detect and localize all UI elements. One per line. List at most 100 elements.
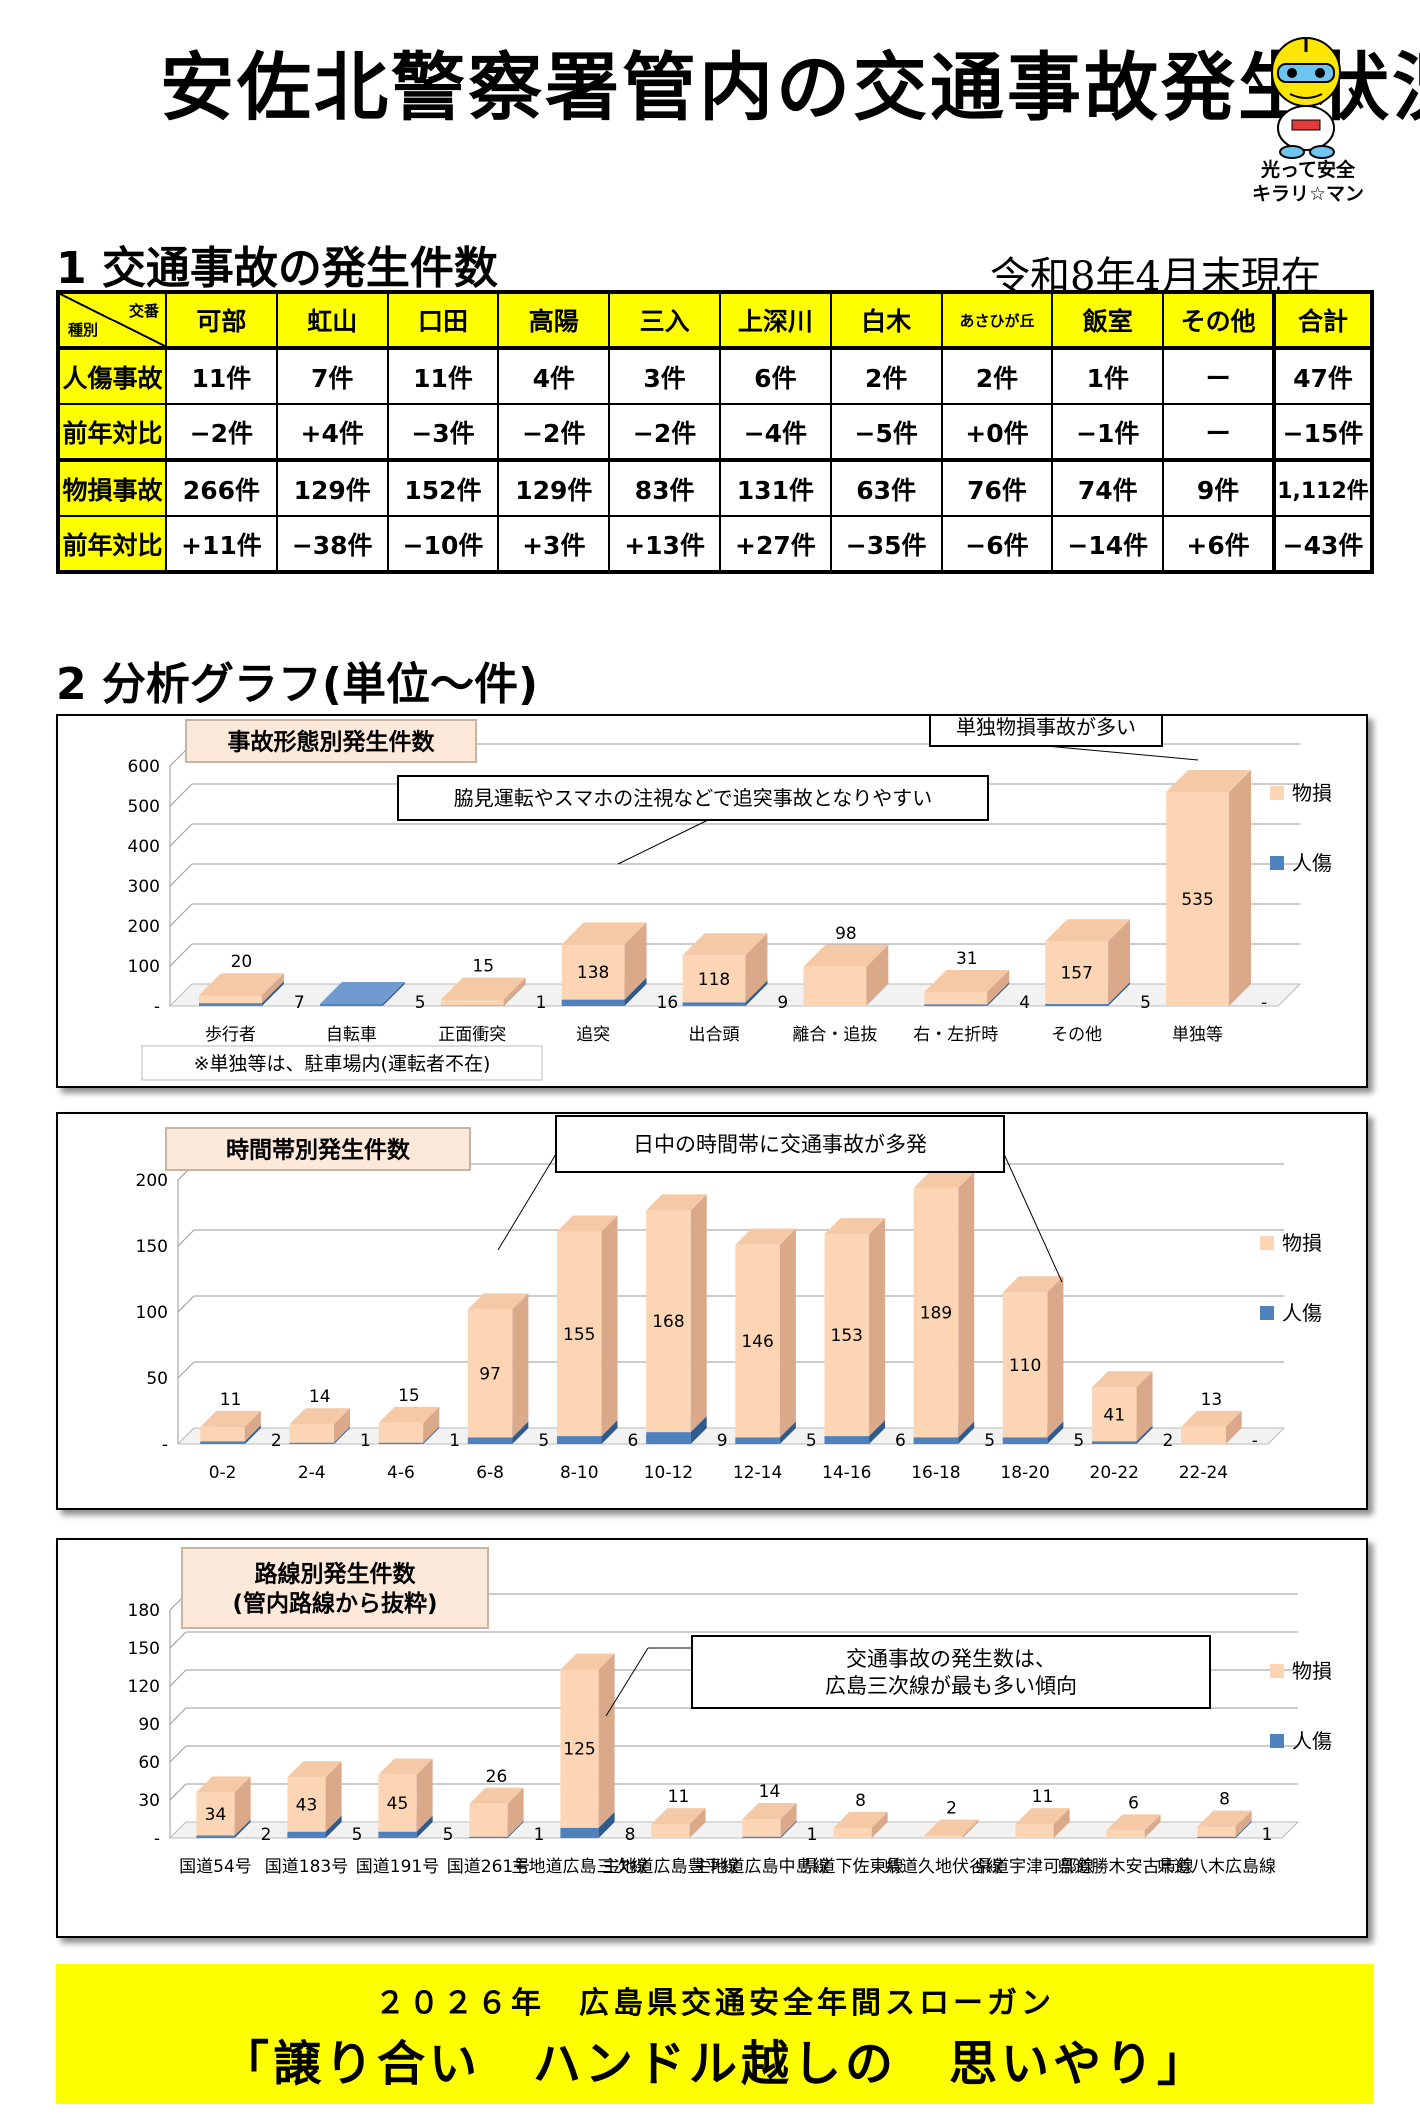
data-label-property: 138 [577, 963, 609, 983]
bar-property-side [987, 970, 1010, 1005]
bar-property-side [334, 1408, 351, 1443]
bar-property [913, 1187, 959, 1438]
table-cell: +0件 [940, 403, 1054, 461]
bar-property-top [735, 1228, 796, 1245]
data-label-injury: - [1261, 993, 1267, 1013]
data-label-injury: 8 [625, 1825, 636, 1845]
x-tick-label: 主地道広島豊平線 [603, 1857, 739, 1877]
bar-property [1002, 1292, 1048, 1438]
table-cell: +27件 [718, 515, 832, 573]
table-cell: 11件 [386, 346, 500, 405]
data-label-property: 535 [1181, 890, 1213, 910]
bar-injury-side [1047, 1421, 1064, 1444]
bar-property-side [1225, 1410, 1242, 1444]
data-label-property: 14 [759, 1782, 781, 1802]
y-tick-label: 90 [138, 1715, 160, 1735]
data-label-property: 31 [956, 949, 978, 969]
table-cell: +6件 [1162, 515, 1275, 573]
legend-swatch-injury [1270, 856, 1284, 870]
table-cell: −35件 [829, 515, 943, 573]
chart-annotation: 交通事故の発生数は、 [846, 1647, 1056, 1671]
legend-label: 人傷 [1292, 1729, 1332, 1753]
bar-property-side [598, 1653, 615, 1828]
annotation-leader [617, 819, 709, 865]
bar-property [1181, 1426, 1226, 1444]
bar-property-top [1166, 770, 1251, 792]
data-label-injury: 9 [777, 993, 788, 1013]
table-cell: ー [1162, 403, 1275, 461]
bar-property [200, 1426, 245, 1442]
data-label-property: 11 [220, 1390, 242, 1410]
slogan-heading: ２０２６年 広島県交通安全年間スローガン [375, 1986, 1055, 2021]
table-cell: 11件 [165, 346, 278, 405]
bar-property [1015, 1824, 1054, 1838]
data-label-property: 189 [920, 1304, 952, 1324]
bar-property [289, 1424, 335, 1443]
bar-property-top [378, 1406, 440, 1423]
chart-callout: 単独物損事故が多い [956, 716, 1136, 739]
table-cell: 6件 [718, 346, 832, 405]
bar-property-side [958, 1171, 975, 1438]
bar-injury [287, 1831, 326, 1838]
bar-injury [556, 1436, 602, 1444]
bar-property-side [624, 922, 647, 1000]
data-label-injury: 1 [449, 1431, 460, 1451]
bar-property-top [803, 944, 889, 967]
y-tick-label: 120 [128, 1677, 160, 1697]
data-label-property: 125 [563, 1740, 595, 1760]
bar-property-top [646, 1194, 707, 1211]
table-cell: 63件 [829, 458, 943, 517]
table-cell: 129件 [275, 458, 389, 517]
bar-injury-side [624, 977, 647, 1006]
bar-property [1197, 1826, 1236, 1837]
legend-label: 物損 [1292, 781, 1332, 805]
corner-top-label: 交番 [128, 302, 159, 320]
y-tick-label: 100 [128, 957, 160, 977]
data-label-property: 8 [855, 1791, 866, 1811]
x-tick-label: 6-8 [476, 1463, 504, 1483]
column-header-total: 合計 [1272, 291, 1373, 349]
table-row: 前年対比 −2件 +4件 −3件 −2件 −2件 −4件 −5件 +0件 −1件… [57, 403, 1373, 461]
x-tick-label: 県道八木広島線 [1157, 1857, 1276, 1877]
x-tick-label: 県道勝木安古市線 [1058, 1857, 1194, 1877]
bar-property [196, 1792, 235, 1836]
gridline [169, 1745, 187, 1763]
bar-injury-side [234, 1819, 251, 1838]
data-label-injury: 5 [352, 1825, 363, 1845]
legend-label: 人傷 [1282, 1301, 1322, 1325]
bar-property-side [234, 1776, 251, 1836]
bar-injury-side [244, 1425, 261, 1444]
row-label: 物損事故 [57, 458, 167, 517]
bar-injury-side [987, 982, 1010, 1006]
table-cell: −6件 [940, 515, 1054, 573]
table-cell: −5件 [829, 403, 943, 461]
bar-property-top [561, 922, 647, 945]
table-cell: −3件 [386, 403, 500, 461]
chart-annotation-box [691, 1635, 1211, 1709]
row-label: 人傷事故 [57, 346, 167, 405]
table-cell: −1件 [1051, 403, 1165, 461]
data-label-property: 11 [1032, 1787, 1054, 1807]
gridline [169, 783, 193, 807]
data-label-property: 15 [398, 1386, 420, 1406]
bar-injury [378, 1831, 417, 1838]
bar-property-top [913, 1171, 975, 1188]
bar-injury-side [869, 1420, 886, 1444]
gridline [169, 1707, 187, 1725]
bar-injury-side [779, 1421, 796, 1444]
data-label-property: 6 [1128, 1793, 1139, 1813]
x-tick-label: 自転車 [326, 1025, 377, 1045]
bar-property [378, 1422, 424, 1443]
table-cell: −14件 [1051, 515, 1165, 573]
mascot-caption-line: 光って安全 [1260, 159, 1356, 181]
table-cell: 152件 [386, 458, 500, 517]
bar-property [833, 1827, 872, 1838]
bar-property-top [556, 1215, 618, 1232]
y-tick-label: - [154, 997, 160, 1017]
bar-injury [319, 1004, 383, 1006]
bar-property-side [869, 1218, 886, 1437]
bar-injury [561, 999, 625, 1006]
y-tick-label: - [162, 1435, 168, 1455]
bar-injury-side [261, 981, 284, 1006]
bar-injury-side [958, 1421, 975, 1444]
